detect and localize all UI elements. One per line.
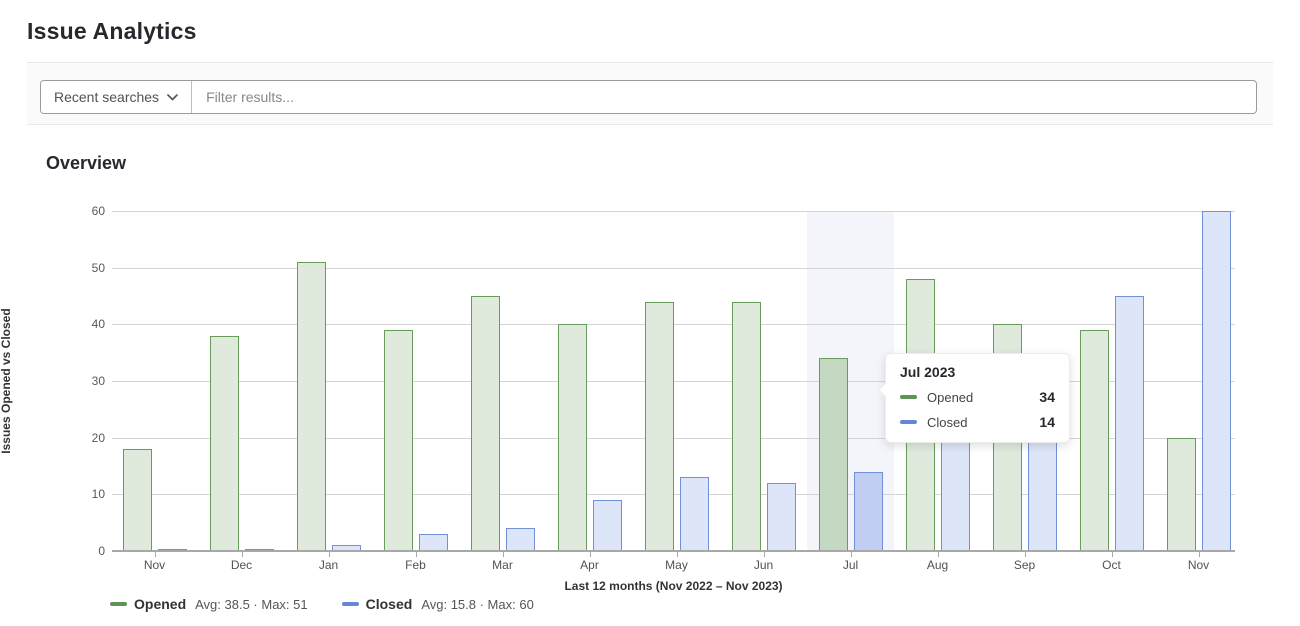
gridline: [112, 267, 1235, 269]
bar-closed-jul-8[interactable]: [853, 471, 883, 551]
x-tick-label: Jan: [318, 558, 339, 572]
x-tick-mark: [589, 552, 591, 557]
bar-opened-mar-4[interactable]: [470, 296, 500, 551]
overview-heading: Overview: [46, 153, 127, 173]
recent-searches-label: Recent searches: [54, 89, 160, 105]
y-tick-label: 50: [91, 260, 105, 275]
x-tick-mark: [415, 552, 417, 557]
bar-closed-nov-12[interactable]: [1201, 211, 1231, 551]
legend-item-opened[interactable]: Opened Avg: 38.5 · Max: 51: [110, 596, 308, 612]
gridline: [112, 324, 1235, 326]
bar-opened-may-6[interactable]: [644, 301, 674, 551]
bar-opened-apr-5[interactable]: [557, 324, 587, 551]
bar-closed-aug-9[interactable]: [940, 426, 970, 551]
x-axis-line: [112, 550, 1235, 552]
bar-opened-jul-8[interactable]: [818, 358, 848, 551]
filter-bar: Recent searches: [27, 62, 1273, 125]
x-tick-mark: [763, 552, 765, 557]
legend-series-name: Closed: [365, 596, 413, 612]
bar-closed-sep-10[interactable]: [1027, 426, 1057, 551]
gridline: [112, 211, 1235, 212]
x-tick-label: Dec: [230, 558, 253, 572]
tooltip-label-closed: Closed: [927, 414, 968, 430]
tooltip-title: Jul 2023: [900, 364, 956, 380]
tooltip-row-closed: Closed 14: [900, 414, 1055, 430]
gridline: [112, 381, 1235, 382]
opened-series-dash-icon: [110, 602, 127, 606]
x-tick-label: Mar: [492, 558, 513, 572]
y-tick-label: 40: [91, 317, 105, 332]
x-tick-label: Jul: [842, 558, 859, 572]
bar-opened-jun-7[interactable]: [731, 301, 761, 551]
x-tick-mark: [937, 552, 939, 557]
y-tick-label: 20: [91, 430, 105, 445]
x-tick-label: Feb: [405, 558, 426, 572]
legend-series-name: Opened: [134, 596, 187, 612]
bar-closed-oct-11[interactable]: [1114, 296, 1144, 551]
gridline: [112, 437, 1235, 439]
chart-tooltip: Jul 2023 Opened 34 Closed 14: [877, 353, 1070, 443]
bar-closed-mar-4[interactable]: [505, 528, 535, 551]
x-tick-label: Oct: [1102, 558, 1121, 572]
bar-closed-apr-5[interactable]: [592, 500, 622, 551]
x-tick-label: Sep: [1013, 558, 1036, 572]
bar-closed-jun-7[interactable]: [766, 483, 796, 551]
x-tick-label: May: [665, 558, 688, 572]
x-tick-mark: [676, 552, 678, 557]
tooltip-row-opened: Opened 34: [900, 389, 1055, 405]
filter-results-input[interactable]: [192, 81, 1256, 113]
x-tick-label: Aug: [926, 558, 949, 572]
x-tick-mark: [241, 552, 243, 557]
gridline: [112, 494, 1235, 496]
y-tick-label: 10: [91, 487, 105, 502]
bar-opened-jan-2[interactable]: [296, 262, 326, 551]
x-tick-mark: [1111, 552, 1113, 557]
bar-opened-oct-11[interactable]: [1079, 330, 1109, 551]
x-tick-label: Jun: [753, 558, 774, 572]
chart-legend: Opened Avg: 38.5 · Max: 51 Closed Avg: 15.8…: [110, 596, 534, 612]
legend-item-closed[interactable]: Closed Avg: 15.8 · Max: 60: [341, 596, 534, 612]
opened-series-dash-icon: [900, 395, 917, 399]
x-tick-mark: [154, 552, 156, 557]
legend-series-stats: Avg: 15.8 · Max: 60: [421, 596, 534, 612]
x-tick-mark: [328, 552, 330, 557]
closed-series-dash-icon: [341, 602, 359, 606]
tooltip-value-opened: 34: [1039, 389, 1055, 405]
bar-closed-may-6[interactable]: [679, 477, 709, 551]
bar-opened-dec-1[interactable]: [209, 335, 239, 551]
bar-opened-feb-3[interactable]: [383, 330, 413, 551]
bar-closed-feb-3[interactable]: [418, 534, 448, 551]
page-title: Issue Analytics: [27, 18, 197, 44]
y-tick-label: 60: [91, 204, 105, 218]
y-tick-label: 0: [98, 544, 105, 558]
tooltip-label-opened: Opened: [927, 389, 974, 405]
legend-series-stats: Avg: 38.5 · Max: 51: [195, 596, 308, 612]
x-tick-mark: [1024, 552, 1026, 557]
bar-opened-nov-0[interactable]: [122, 449, 152, 551]
closed-series-dash-icon: [900, 420, 917, 424]
x-tick-label: Nov: [1187, 558, 1210, 572]
x-tick-mark: [850, 552, 852, 557]
y-tick-label: 30: [91, 374, 105, 388]
filter-control: Recent searches: [40, 80, 1257, 114]
x-tick-label: Nov: [143, 558, 166, 572]
tooltip-value-closed: 14: [1039, 414, 1055, 430]
x-axis-title: Last 12 months (Nov 2022 – Nov 2023): [564, 579, 783, 593]
y-axis-title: Issues Opened vs Closed: [0, 308, 13, 454]
chevron-down-icon: [167, 93, 178, 101]
x-tick-label: Apr: [580, 558, 599, 572]
x-tick-mark: [1198, 552, 1200, 557]
bar-opened-nov-12[interactable]: [1166, 437, 1196, 551]
recent-searches-button[interactable]: Recent searches: [41, 81, 193, 113]
x-tick-mark: [502, 552, 504, 557]
